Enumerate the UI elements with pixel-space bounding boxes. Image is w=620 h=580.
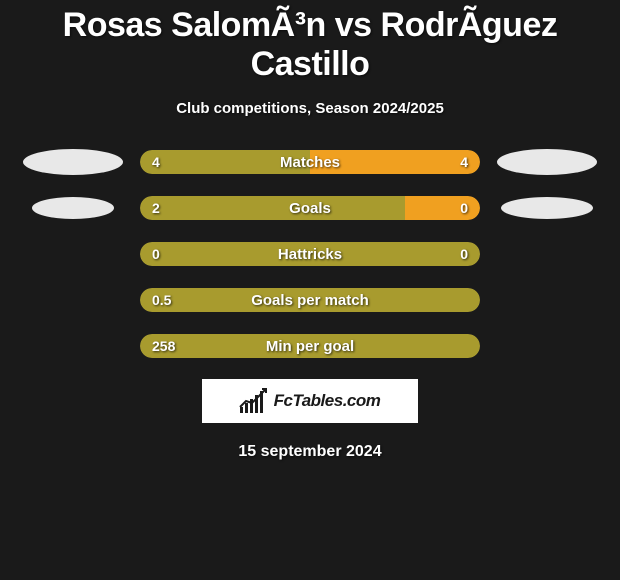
footer-date: 15 september 2024 [0, 443, 620, 461]
comparison-row: 258 Min per goal [0, 333, 620, 359]
stat-bar-fill-left [140, 196, 405, 220]
player-photo-right [501, 197, 593, 219]
comparison-row: 2 0 Goals [0, 195, 620, 221]
player-photo-slot-left [23, 149, 123, 175]
player-photo-slot-right [497, 287, 597, 313]
player-photo-slot-right [497, 333, 597, 359]
brand-name: FcTables.com [274, 391, 381, 411]
player-photo-right [497, 149, 597, 175]
stat-bar: 258 Min per goal [139, 333, 481, 359]
player-photo-slot-right [497, 149, 597, 175]
comparison-chart: 4 4 Matches 2 0 Goals 0 0 Hattricks 0.5 Goals per … [0, 149, 620, 359]
stat-label: Goals [289, 200, 331, 217]
player-photo-slot-left [23, 241, 123, 267]
stat-value-right: 0 [460, 200, 468, 216]
stat-label: Matches [280, 154, 340, 171]
stat-value-left: 258 [152, 338, 175, 354]
stat-bar: 2 0 Goals [139, 195, 481, 221]
stat-value-right: 0 [460, 246, 468, 262]
player-photo-slot-left [23, 333, 123, 359]
stat-label: Min per goal [266, 338, 354, 355]
player-photo-slot-right [497, 195, 597, 221]
brand-logo-arrow-icon [238, 387, 270, 411]
player-photo-slot-right [497, 241, 597, 267]
stat-value-left: 4 [152, 154, 160, 170]
player-photo-slot-left [23, 287, 123, 313]
stat-label: Goals per match [251, 292, 369, 309]
player-photo-left [23, 149, 123, 175]
stat-value-left: 2 [152, 200, 160, 216]
comparison-row: 4 4 Matches [0, 149, 620, 175]
page-title: Rosas SalomÃ³n vs RodrÃ­guez Castillo [0, 0, 620, 84]
stat-bar: 4 4 Matches [139, 149, 481, 175]
comparison-row: 0.5 Goals per match [0, 287, 620, 313]
stat-label: Hattricks [278, 246, 342, 263]
stat-bar: 0.5 Goals per match [139, 287, 481, 313]
stat-bar: 0 0 Hattricks [139, 241, 481, 267]
brand-logo-icon [240, 389, 270, 413]
brand-footer: FcTables.com [202, 379, 418, 423]
stat-value-left: 0 [152, 246, 160, 262]
page-subtitle: Club competitions, Season 2024/2025 [0, 100, 620, 117]
player-photo-left [32, 197, 114, 219]
player-photo-slot-left [23, 195, 123, 221]
comparison-row: 0 0 Hattricks [0, 241, 620, 267]
stat-bar-fill-right [405, 196, 480, 220]
stat-value-right: 4 [460, 154, 468, 170]
stat-value-left: 0.5 [152, 292, 171, 308]
